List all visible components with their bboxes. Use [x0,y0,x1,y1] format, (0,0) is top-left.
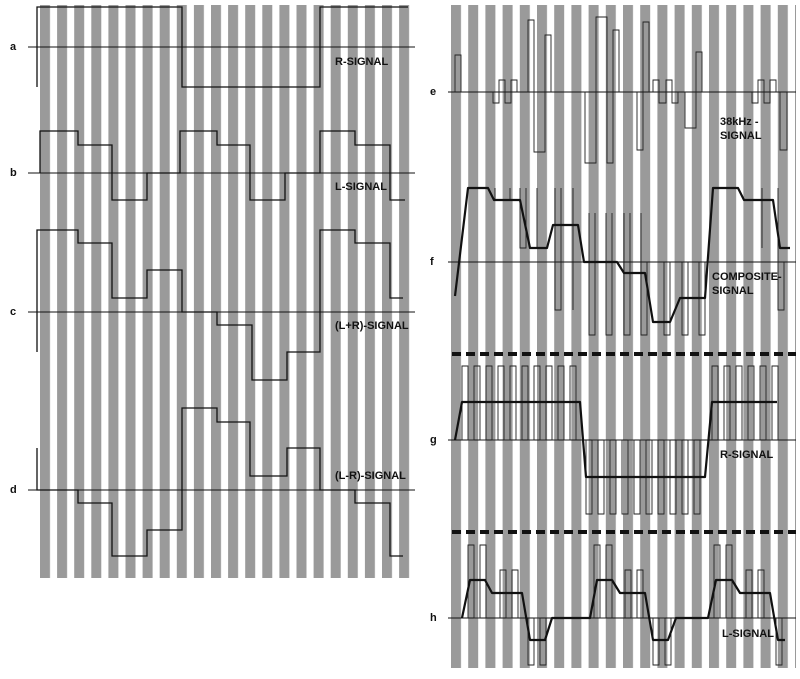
panel-label: g [430,434,437,446]
signal-caption: (L+R)-SIGNAL [335,320,409,332]
right-stripes [451,5,796,668]
left-stripes [40,5,415,578]
signal-caption: SIGNAL [720,130,762,142]
signal-caption: L-SIGNAL [722,628,774,640]
signal-caption: 38kHz - [720,116,759,128]
signal-caption: R-SIGNAL [720,449,773,461]
panel-label: c [10,306,16,318]
panel-label: b [10,167,17,179]
panel-label: h [430,612,437,624]
panel-label: e [430,86,436,98]
signal-caption: L-SIGNAL [335,181,387,193]
panel-label: f [430,256,434,268]
panel-label: d [10,484,17,496]
right-waveforms [448,16,796,666]
panel-label: a [10,41,17,53]
labels: a R-SIGNAL b L-SIGNAL c (L+R)-SIGNAL d (L-R)-SI… [10,41,782,640]
signal-caption: R-SIGNAL [335,56,388,68]
signal-caption: COMPOSITE- [712,271,782,283]
signal-caption: SIGNAL [712,285,754,297]
signal-caption: (L-R)-SIGNAL [335,470,406,482]
left-waveforms [28,6,415,557]
